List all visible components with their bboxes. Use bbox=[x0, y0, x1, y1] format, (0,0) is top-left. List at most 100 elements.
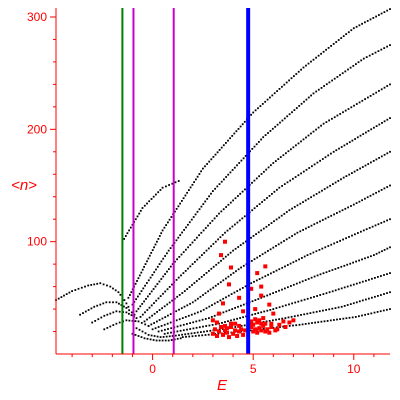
data-point bbox=[343, 305, 346, 307]
data-point bbox=[239, 317, 241, 319]
data-point bbox=[243, 120, 246, 123]
data-point bbox=[152, 195, 155, 198]
data-point bbox=[240, 266, 242, 269]
data-point bbox=[262, 136, 265, 139]
data-point bbox=[279, 156, 282, 158]
data-point bbox=[383, 293, 385, 295]
data-point bbox=[251, 313, 254, 316]
data-point bbox=[366, 196, 369, 199]
data-point bbox=[176, 330, 179, 333]
data-point bbox=[156, 320, 158, 323]
data-point bbox=[225, 277, 227, 280]
data-point bbox=[281, 266, 284, 269]
data-point bbox=[109, 285, 112, 288]
data-point bbox=[365, 279, 367, 282]
data-point bbox=[319, 294, 322, 296]
data-point bbox=[345, 33, 348, 35]
data-point bbox=[220, 180, 223, 183]
data-point bbox=[281, 317, 284, 320]
data-point bbox=[276, 188, 278, 191]
data-point bbox=[269, 309, 272, 311]
data-point bbox=[194, 299, 197, 302]
data-point bbox=[166, 252, 168, 255]
data-point bbox=[165, 335, 168, 338]
data-point bbox=[336, 76, 339, 78]
data-point bbox=[298, 281, 301, 284]
data-point bbox=[191, 241, 194, 244]
data-point bbox=[267, 250, 269, 252]
data-point bbox=[209, 222, 212, 225]
data-point bbox=[364, 21, 366, 24]
data-point bbox=[251, 181, 253, 184]
data-point bbox=[77, 287, 80, 290]
data-point bbox=[326, 186, 329, 189]
data-point bbox=[276, 123, 279, 126]
data-point bbox=[378, 251, 381, 254]
data-point bbox=[386, 273, 388, 275]
data-point bbox=[285, 152, 287, 155]
data-point bbox=[154, 327, 157, 330]
data-point bbox=[354, 138, 356, 140]
data-point bbox=[160, 232, 163, 235]
data-point bbox=[302, 66, 305, 69]
data-point bbox=[257, 298, 260, 300]
data-point bbox=[325, 48, 327, 51]
data-point bbox=[177, 276, 180, 279]
data-point bbox=[65, 293, 68, 295]
data-point bbox=[195, 178, 197, 181]
data-point bbox=[241, 287, 244, 289]
data-point bbox=[310, 196, 312, 199]
data-point bbox=[345, 237, 347, 240]
data-point bbox=[115, 322, 118, 325]
data-point bbox=[321, 158, 324, 160]
data-point bbox=[350, 29, 353, 32]
data-point bbox=[152, 288, 155, 290]
data-point bbox=[367, 130, 370, 132]
data-point bbox=[268, 195, 271, 197]
data-point bbox=[263, 170, 265, 173]
data-point bbox=[60, 296, 63, 298]
data-point bbox=[304, 279, 307, 281]
data-point bbox=[198, 278, 201, 280]
data-point bbox=[378, 157, 380, 159]
data-point bbox=[258, 203, 261, 205]
data-point bbox=[205, 249, 208, 252]
data-point bbox=[220, 146, 223, 149]
data-point bbox=[208, 317, 210, 319]
data-point bbox=[326, 320, 329, 322]
data-point bbox=[302, 170, 305, 173]
data-point bbox=[182, 251, 185, 253]
data-point bbox=[310, 94, 312, 97]
data-point bbox=[192, 321, 195, 324]
data-point bbox=[186, 328, 188, 331]
data-point bbox=[259, 328, 264, 333]
data-point bbox=[187, 314, 190, 317]
data-point bbox=[239, 192, 242, 195]
data-point bbox=[255, 233, 257, 235]
data-point bbox=[106, 284, 108, 287]
data-point bbox=[244, 285, 247, 288]
data-point bbox=[181, 231, 183, 234]
data-point bbox=[283, 117, 286, 120]
data-point bbox=[315, 310, 318, 313]
data-point bbox=[361, 22, 363, 25]
data-point bbox=[118, 321, 121, 324]
data-point bbox=[305, 136, 307, 139]
data-point bbox=[188, 335, 191, 338]
data-point bbox=[216, 185, 219, 188]
data-point bbox=[133, 313, 136, 316]
data-point bbox=[141, 303, 144, 305]
data-point bbox=[253, 317, 258, 322]
data-point bbox=[237, 329, 242, 334]
data-point bbox=[342, 176, 345, 179]
data-point bbox=[267, 302, 272, 307]
data-point bbox=[302, 201, 304, 203]
data-point bbox=[323, 85, 325, 87]
data-point bbox=[258, 278, 261, 280]
data-point bbox=[257, 326, 262, 331]
data-point bbox=[158, 309, 161, 311]
data-point bbox=[372, 17, 375, 19]
data-point bbox=[255, 177, 258, 180]
data-point bbox=[189, 328, 192, 330]
data-point bbox=[189, 244, 192, 246]
